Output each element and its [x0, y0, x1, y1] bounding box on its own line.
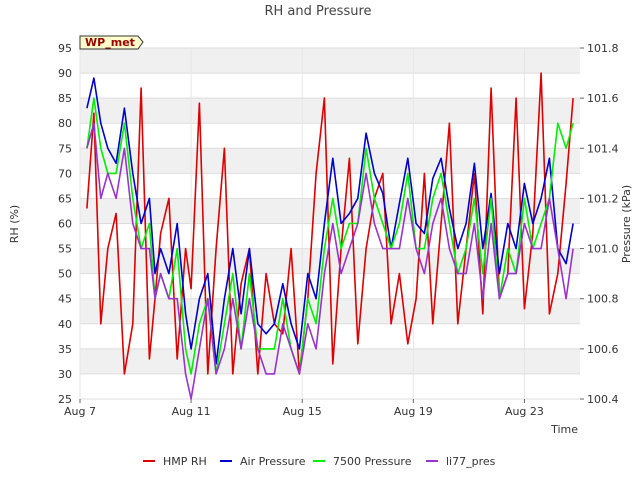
y-left-tick-label: 35 — [58, 343, 72, 356]
grid-band — [80, 148, 580, 174]
y-right-tick-label: 101.8 — [587, 42, 619, 55]
grid-lines — [79, 47, 580, 400]
x-axis-label: Time — [550, 423, 578, 436]
y-right-tick-label: 101.0 — [587, 243, 619, 256]
grid-band — [80, 48, 580, 74]
y-axis-right-label: Pressure (kPa) — [620, 185, 633, 263]
y-left-tick-label: 30 — [58, 368, 72, 381]
legend-label: Air Pressure — [240, 455, 306, 468]
y-left-tick-label: 90 — [58, 67, 72, 80]
y-left-tick-label: 70 — [58, 167, 72, 180]
y-left-tick-label: 75 — [58, 142, 72, 155]
series-lines — [86, 72, 574, 400]
wp-met-badge: WP_met — [79, 35, 144, 50]
series-line-air-pressure — [86, 77, 574, 365]
x-tick-label: Aug 7 — [64, 405, 96, 418]
y-axis-left: 25 30 35 40 45 50 55 60 65 70 75 80 85 90 95 — [58, 42, 72, 406]
x-tick-label: Aug 19 — [394, 405, 433, 418]
y-left-tick-label: 40 — [58, 318, 72, 331]
grid-band — [80, 298, 580, 324]
series-line-hmp-rh — [86, 72, 574, 375]
legend-label: HMP RH — [163, 455, 207, 468]
x-tick-label: Aug 11 — [172, 405, 211, 418]
legend-label: 7500 Pressure — [333, 455, 412, 468]
y-right-tick-label: 100.8 — [587, 293, 619, 306]
y-left-tick-label: 55 — [58, 243, 72, 256]
grid-band — [80, 348, 580, 374]
y-left-tick-label: 80 — [58, 117, 72, 130]
y-right-tick-label: 100.6 — [587, 343, 619, 356]
y-right-tick-label: 101.2 — [587, 192, 619, 205]
legend: HMP RH Air Pressure 7500 Pressure li77_pres — [143, 455, 496, 468]
y-left-tick-label: 60 — [58, 218, 72, 231]
y-left-tick-label: 50 — [58, 268, 72, 281]
x-axis: Aug 7 Aug 11 Aug 15 Aug 19 Aug 23 — [64, 399, 544, 418]
y-left-tick-label: 65 — [58, 192, 72, 205]
y-left-tick-label: 85 — [58, 92, 72, 105]
y-left-tick-label: 25 — [58, 393, 72, 406]
grid-band — [80, 98, 580, 124]
x-tick-label: Aug 23 — [505, 405, 544, 418]
y-axis-right: 100.4 100.6 100.8 101.0 101.2 101.4 101.6 101.8 — [580, 42, 619, 406]
y-left-tick-label: 45 — [58, 293, 72, 306]
x-tick-label: Aug 15 — [283, 405, 322, 418]
series-line-li77-pres — [86, 122, 574, 400]
wp-met-badge-label: WP_met — [85, 36, 135, 49]
y-right-tick-label: 101.4 — [587, 142, 619, 155]
y-right-tick-label: 100.4 — [587, 393, 619, 406]
chart-title: RH and Pressure — [264, 4, 371, 19]
y-left-tick-label: 95 — [58, 42, 72, 55]
legend-label: li77_pres — [446, 455, 496, 468]
y-right-tick-label: 101.6 — [587, 92, 619, 105]
y-axis-left-label: RH (%) — [8, 205, 21, 243]
